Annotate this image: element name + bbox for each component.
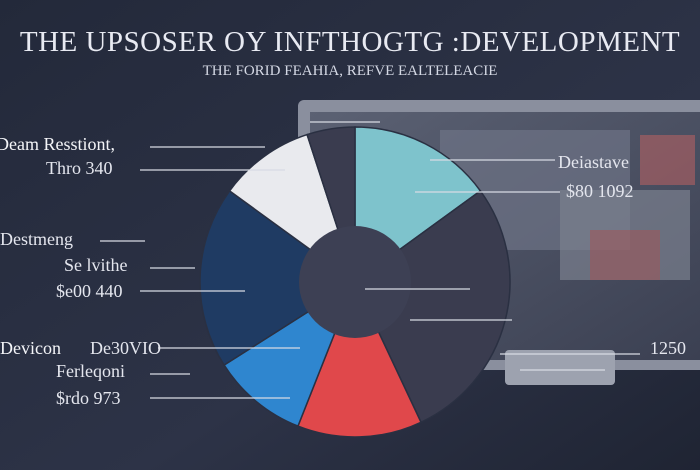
label-right-2: 1250 (650, 338, 686, 358)
label-right-1: $80 1092 (566, 181, 634, 201)
label-left-2: Destmeng (0, 229, 73, 249)
page-subtitle: THE FORID FEAHIA, REFVE EALTELEACIE (202, 63, 498, 79)
monitor-screen-panel-3 (640, 135, 695, 185)
label-left-8: $rdo 973 (56, 388, 121, 408)
pie-slice-4 (199, 189, 357, 367)
label-left-0: Deam Resstiont, (0, 134, 115, 154)
page-title: THE UPSOSER OY INFTHOGTG :DEVELOPMENT (19, 26, 681, 58)
monitor-screen-panel-4 (590, 230, 660, 280)
label-left-4: $e00 440 (56, 281, 123, 301)
leader-lines (100, 121, 640, 399)
donut-hole (299, 226, 411, 338)
pie-slice-2 (296, 280, 422, 438)
label-left-1: Thro 340 (46, 158, 113, 178)
label-left-3: Se lvithe (64, 255, 128, 275)
label-left-6: De30VIO (90, 338, 161, 358)
label-left-5: Devicon (0, 338, 61, 358)
monitor-stand-base (505, 350, 615, 385)
label-right-0: Deiastave (558, 152, 629, 172)
pie-chart (199, 126, 511, 438)
label-left-7: Ferleqoni (56, 361, 125, 381)
